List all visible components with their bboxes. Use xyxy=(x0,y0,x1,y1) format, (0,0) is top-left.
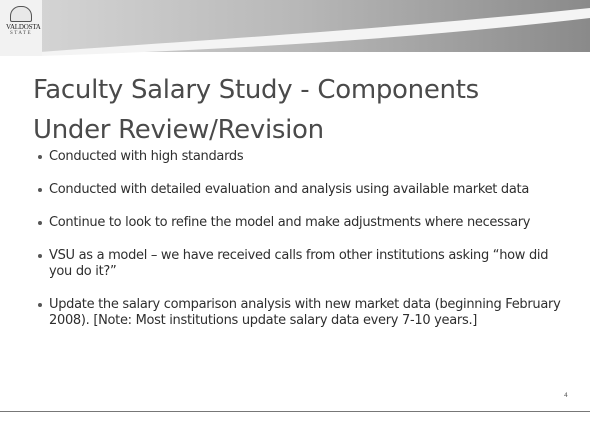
header-banner xyxy=(0,0,590,60)
page-number: 4 xyxy=(564,392,568,399)
bullet-list: Conducted with high standards Conducted w… xyxy=(36,149,566,346)
bullet-item: Conducted with detailed evaluation and a… xyxy=(36,182,566,198)
bullet-item: Conducted with high standards xyxy=(36,149,566,165)
bullet-item: Continue to look to refine the model and… xyxy=(36,215,566,231)
slide-title: Faculty Salary Study - Components Under … xyxy=(33,75,479,145)
bullet-item: Update the salary comparison analysis wi… xyxy=(36,297,566,329)
logo-mark xyxy=(10,6,32,22)
bullet-item: VSU as a model – we have received calls … xyxy=(36,248,566,280)
logo-name: VALDOSTA xyxy=(6,23,41,31)
frame-line xyxy=(0,411,590,412)
logo: VALDOSTA STATE xyxy=(6,6,41,48)
logo-sub: STATE xyxy=(9,31,33,36)
